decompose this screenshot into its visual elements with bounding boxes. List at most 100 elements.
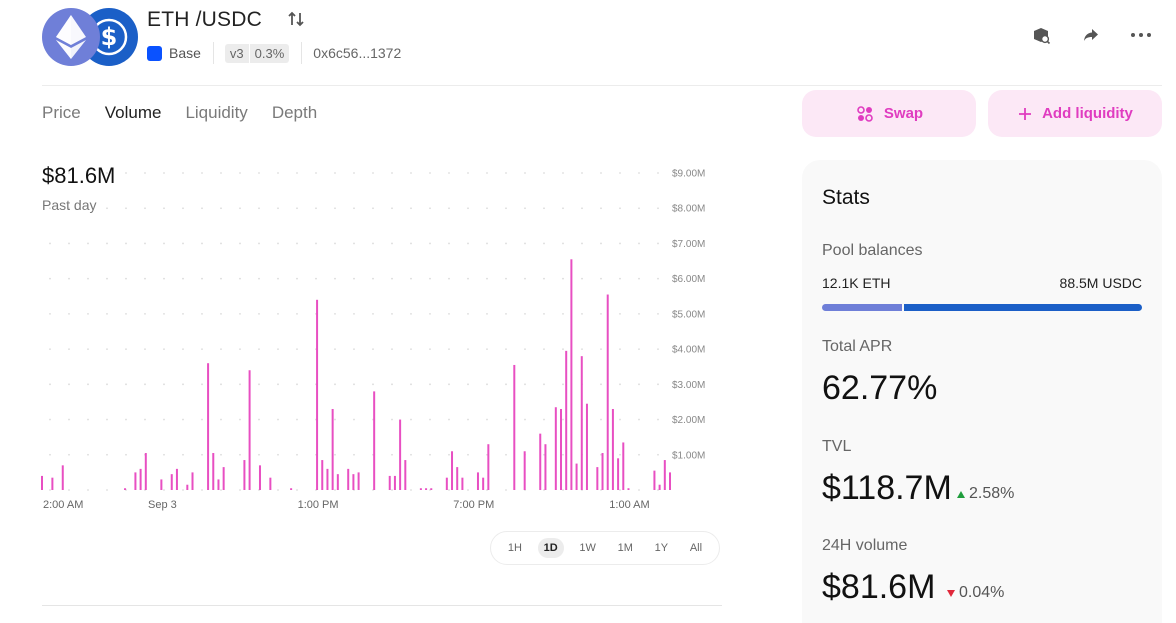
swap-button[interactable]: Swap <box>802 90 976 137</box>
range-1w[interactable]: 1W <box>579 542 596 554</box>
volume-bar[interactable] <box>248 370 251 490</box>
volume-bar[interactable] <box>321 460 324 490</box>
tab-liquidity[interactable]: Liquidity <box>185 103 248 122</box>
volume-bar[interactable] <box>222 467 225 490</box>
volume-bar[interactable] <box>487 444 490 490</box>
grid-dot <box>163 172 165 174</box>
volume-bar[interactable] <box>124 488 127 490</box>
volume-bar[interactable] <box>347 468 350 490</box>
grid-dot <box>486 348 488 351</box>
volume-bar[interactable] <box>425 488 428 490</box>
volume-bar[interactable] <box>175 468 178 490</box>
volume-bar[interactable] <box>160 479 163 490</box>
volume-bar[interactable] <box>134 472 137 490</box>
volume-bar[interactable] <box>570 259 573 490</box>
grid-dot <box>505 348 507 351</box>
more-icon[interactable] <box>1130 24 1152 46</box>
volume-bar[interactable] <box>41 475 43 490</box>
pair-logos: $ <box>42 8 138 66</box>
volume-bar[interactable] <box>513 364 516 490</box>
grid-dot <box>201 242 203 245</box>
range-1y[interactable]: 1Y <box>654 542 669 554</box>
volume-bar[interactable] <box>617 458 620 490</box>
volume-bar[interactable] <box>653 470 656 490</box>
volume-bar[interactable] <box>191 472 194 490</box>
volume-bar[interactable] <box>456 467 459 490</box>
volume-bar[interactable] <box>451 451 454 490</box>
volume-bar[interactable] <box>596 467 599 490</box>
volume-bar[interactable] <box>430 488 433 490</box>
volume-bar[interactable] <box>575 463 578 490</box>
range-1m[interactable]: 1M <box>617 542 633 554</box>
volume-bar[interactable] <box>170 474 173 490</box>
volume-bar[interactable] <box>669 472 671 490</box>
volume-bar[interactable] <box>606 294 609 490</box>
volume-bar[interactable] <box>331 408 334 490</box>
grid-dot <box>182 383 184 386</box>
volume-bar[interactable] <box>139 468 142 490</box>
volume-bar[interactable] <box>217 479 220 490</box>
volume-bar[interactable] <box>580 356 583 490</box>
volume-bar[interactable] <box>326 468 329 490</box>
volume-bar[interactable] <box>212 453 215 490</box>
volume-bar[interactable] <box>144 453 147 490</box>
volume-bar[interactable] <box>658 484 661 490</box>
volume-bar[interactable] <box>419 488 422 490</box>
grid-dot <box>220 348 222 351</box>
volume-bar[interactable] <box>523 451 526 490</box>
share-icon[interactable] <box>1080 24 1102 46</box>
grid-dot <box>562 453 564 456</box>
volume-bar[interactable] <box>61 465 64 490</box>
volume-bar[interactable] <box>476 472 479 490</box>
volume-bar[interactable] <box>663 460 666 490</box>
pool-address[interactable]: 0x6c56...1372 <box>313 45 402 61</box>
volume-bar[interactable] <box>565 350 568 490</box>
volume-bar[interactable] <box>51 477 54 490</box>
volume-bar[interactable] <box>539 433 542 490</box>
volume-bar[interactable] <box>554 407 557 490</box>
range-1h[interactable]: 1H <box>507 542 522 554</box>
volume-bar[interactable] <box>544 444 547 490</box>
volume-bar[interactable] <box>585 403 588 490</box>
volume-bar[interactable] <box>357 472 360 490</box>
volume-chart[interactable]: $1.00M $2.00M $3.00M $4.00M $5.00M $6.00M $7.0… <box>30 160 720 520</box>
volume-bar[interactable] <box>482 477 485 490</box>
volume-bar[interactable] <box>461 477 464 490</box>
range-1d[interactable]: 1D <box>537 538 564 558</box>
volume-bar[interactable] <box>207 363 210 490</box>
explorer-icon[interactable] <box>1030 24 1052 46</box>
volume-bar[interactable] <box>560 408 563 490</box>
grid-dot <box>68 207 70 210</box>
grid-dot <box>619 453 621 456</box>
range-all[interactable]: All <box>689 542 703 554</box>
tab-depth[interactable]: Depth <box>271 103 318 122</box>
volume-bar[interactable] <box>269 477 272 490</box>
volume-bar[interactable] <box>336 474 339 490</box>
volume-bar[interactable] <box>316 299 319 490</box>
volume-bar[interactable] <box>388 475 391 490</box>
volume-bar[interactable] <box>258 465 261 490</box>
volume-bar[interactable] <box>627 488 630 490</box>
swap-direction-icon[interactable] <box>286 9 306 29</box>
volume-bar[interactable] <box>445 477 448 490</box>
volume-bar[interactable] <box>393 475 396 490</box>
volume-bar[interactable] <box>243 460 246 490</box>
volume-bar[interactable] <box>399 419 402 490</box>
grid-dot <box>296 489 298 491</box>
volume-bar[interactable] <box>622 442 625 490</box>
grid-dot <box>201 348 203 351</box>
tab-price[interactable]: Price <box>42 103 81 122</box>
add-liquidity-button[interactable]: Add liquidity <box>988 90 1162 137</box>
volume-bar[interactable] <box>373 391 376 490</box>
grid-dot <box>429 312 431 315</box>
grid-dot <box>619 348 621 351</box>
tab-volume[interactable]: Volume <box>104 103 162 122</box>
volume-bar[interactable] <box>404 460 407 490</box>
volume-bar[interactable] <box>290 488 293 490</box>
grid-dot <box>448 172 450 174</box>
volume-bar[interactable] <box>601 453 604 490</box>
volume-bar[interactable] <box>186 484 189 490</box>
volume-bar[interactable] <box>611 408 614 490</box>
volume-bar[interactable] <box>352 474 355 490</box>
grid-dot <box>619 207 621 210</box>
